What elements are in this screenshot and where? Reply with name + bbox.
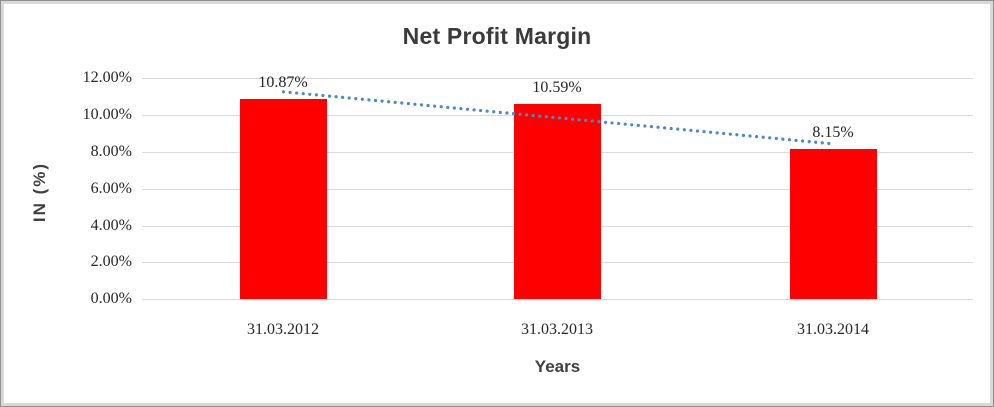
gridline-axis-zero bbox=[142, 299, 973, 300]
x-axis-title: Years bbox=[534, 357, 581, 376]
bar-2014 bbox=[790, 149, 877, 299]
y-tick-label: 2.00% bbox=[90, 253, 132, 270]
x-tick-label: 31.03.2013 bbox=[521, 321, 593, 338]
y-tick-label: 12.00% bbox=[82, 69, 132, 86]
bar-data-label: 10.59% bbox=[532, 79, 582, 96]
gridline bbox=[142, 78, 973, 79]
x-tick-label: 31.03.2014 bbox=[797, 321, 869, 338]
y-tick-label: 8.00% bbox=[90, 143, 132, 160]
bar-2013 bbox=[514, 104, 601, 299]
y-axis-title: IN (%) bbox=[30, 161, 49, 223]
bar-data-label: 8.15% bbox=[812, 124, 854, 141]
y-tick-label: 6.00% bbox=[90, 180, 132, 197]
y-tick-label: 10.00% bbox=[82, 106, 132, 123]
y-tick-label: 4.00% bbox=[90, 217, 132, 234]
bar-2012 bbox=[240, 99, 327, 299]
y-tick-label: 0.00% bbox=[90, 290, 132, 307]
bar-data-label: 10.87% bbox=[258, 74, 308, 91]
x-tick-label: 31.03.2012 bbox=[247, 321, 319, 338]
chart-title: Net Profit Margin bbox=[402, 23, 592, 49]
